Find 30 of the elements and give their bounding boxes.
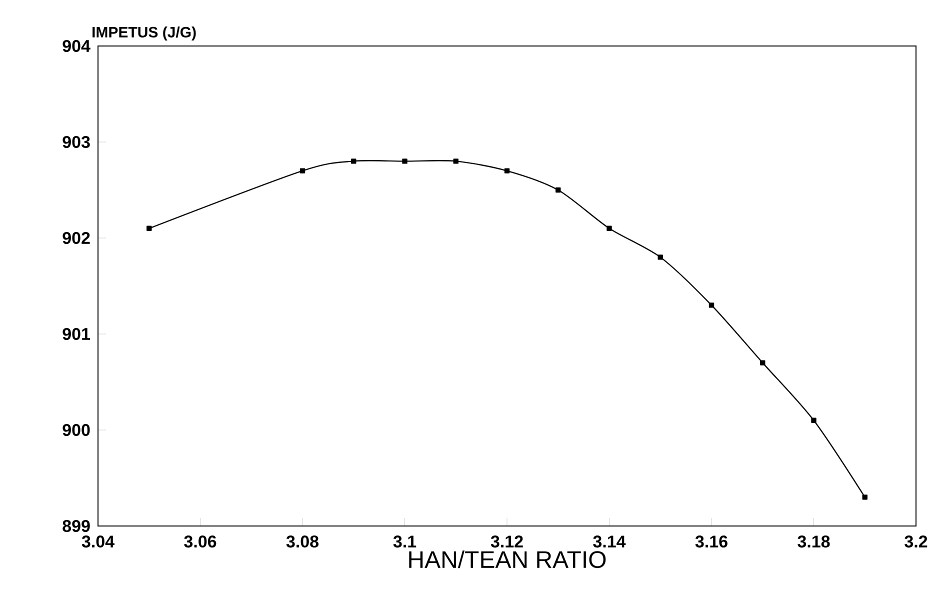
x-tick-label: 3.14 [593,536,626,548]
point [146,226,152,231]
y-tick-label: 903 [62,136,90,148]
x-tick-label: 3.12 [490,536,523,548]
point [351,158,356,164]
point [862,494,868,500]
point [658,254,663,260]
x-tick-label: 3.18 [798,536,830,548]
x-axis-title: HAN/TEAN RATIO [409,550,606,568]
x-tick-label: 3.16 [695,536,728,548]
point [453,158,458,164]
point [504,168,510,174]
x-tick-label: 3.04 [82,536,114,548]
y-tick-label: 900 [62,424,90,436]
y-tick-label: 899 [62,520,90,532]
y-tick-label: 902 [62,232,90,244]
x-tick-label: 3.08 [286,536,319,548]
y-tick-label: 901 [62,328,90,340]
point [708,302,714,308]
point [556,187,561,193]
point [402,158,408,164]
x-tick-label: 3.2 [904,536,928,548]
point [300,168,306,174]
y-axis-title: IMPETUS (J/G) [92,26,196,40]
point [760,360,766,366]
point [811,418,816,423]
x-tick-label: 3.1 [393,536,416,548]
y-tick-label: 904 [62,40,90,52]
x-tick-label: 3.06 [184,536,216,548]
point [606,226,612,231]
